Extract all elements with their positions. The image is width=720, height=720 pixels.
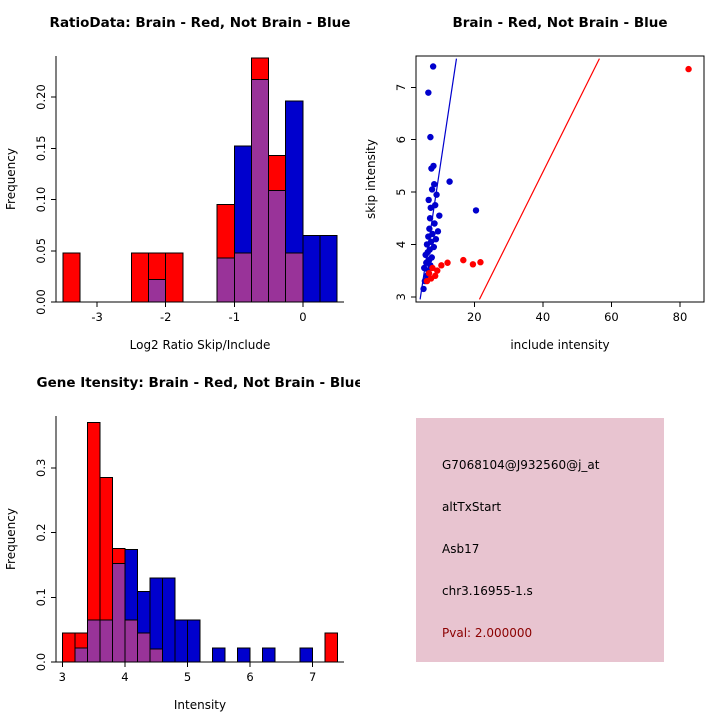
svg-text:0.2: 0.2 — [34, 523, 48, 541]
svg-text:4: 4 — [394, 241, 408, 248]
svg-text:4: 4 — [121, 670, 128, 684]
svg-text:0.20: 0.20 — [34, 84, 48, 110]
svg-text:0.05: 0.05 — [34, 238, 48, 264]
svg-text:0.15: 0.15 — [34, 135, 48, 161]
probe-id-text: G7068104@J932560@j_at — [442, 458, 600, 472]
svg-text:7: 7 — [309, 670, 316, 684]
svg-text:3: 3 — [394, 293, 408, 300]
svg-text:60: 60 — [604, 310, 619, 324]
svg-text:skip intensity: skip intensity — [364, 139, 378, 219]
svg-text:-1: -1 — [229, 310, 240, 324]
panel-gene-intensity-histogram: 3 4 5 6 7 0.0 0.1 0.2 0.3 Gene Itensity: Brain - … — [0, 360, 360, 720]
svg-text:Log2 Ratio Skip/Include: Log2 Ratio Skip/Include — [130, 338, 271, 352]
intensity-scatter-chart: 20 40 60 80 3 4 5 6 7 Brain - Red, Not Brain - Bl… — [364, 15, 705, 352]
svg-text:0: 0 — [299, 310, 306, 324]
svg-text:include intensity: include intensity — [510, 338, 609, 352]
gene-name-text: Asb17 — [442, 542, 480, 556]
svg-text:7: 7 — [394, 84, 408, 91]
svg-text:-3: -3 — [91, 310, 102, 324]
svg-text:RatioData: Brain - Red, Not Br: RatioData: Brain - Red, Not Brain - Blue — [50, 15, 351, 31]
svg-text:Gene Itensity: Brain - Red, No: Gene Itensity: Brain - Red, Not Brain - … — [36, 375, 360, 391]
panel-gene-info: G7068104@J932560@j_at altTxStart Asb17 c… — [360, 360, 720, 720]
svg-text:5: 5 — [394, 188, 408, 195]
ratio-histogram-chart: -3 -2 -1 0 0.00 0.05 0.10 0.15 0.20 RatioData: Br… — [4, 15, 351, 352]
svg-text:6: 6 — [394, 136, 408, 143]
locus-text: chr3.16955-1.s — [442, 584, 533, 598]
svg-text:0.10: 0.10 — [34, 187, 48, 213]
svg-text:Intensity: Intensity — [174, 698, 226, 712]
svg-text:40: 40 — [536, 310, 551, 324]
svg-text:0.3: 0.3 — [34, 459, 48, 477]
panel-intensity-scatter: 20 40 60 80 3 4 5 6 7 Brain - Red, Not Brain - Bl… — [360, 0, 720, 360]
svg-text:20: 20 — [467, 310, 482, 324]
svg-text:5: 5 — [184, 670, 191, 684]
svg-text:0.00: 0.00 — [34, 289, 48, 315]
svg-text:-2: -2 — [160, 310, 171, 324]
svg-text:6: 6 — [246, 670, 253, 684]
svg-text:Frequency: Frequency — [4, 148, 18, 210]
svg-text:0.1: 0.1 — [34, 588, 48, 606]
gene-info-box: G7068104@J932560@j_at altTxStart Asb17 c… — [416, 418, 664, 662]
pval-text: Pval: 2.000000 — [442, 626, 533, 640]
svg-text:0.0: 0.0 — [34, 653, 48, 671]
svg-text:Brain - Red, Not Brain - Blue: Brain - Red, Not Brain - Blue — [452, 15, 667, 31]
svg-text:Frequency: Frequency — [4, 508, 18, 570]
gene-intensity-histogram-chart: 3 4 5 6 7 0.0 0.1 0.2 0.3 Gene Itensity: Brain - … — [4, 375, 360, 712]
svg-text:80: 80 — [673, 310, 688, 324]
panel-ratio-histogram: -3 -2 -1 0 0.00 0.05 0.10 0.15 0.20 RatioData: Br… — [0, 0, 360, 360]
event-type-text: altTxStart — [442, 500, 502, 514]
svg-text:3: 3 — [59, 670, 66, 684]
